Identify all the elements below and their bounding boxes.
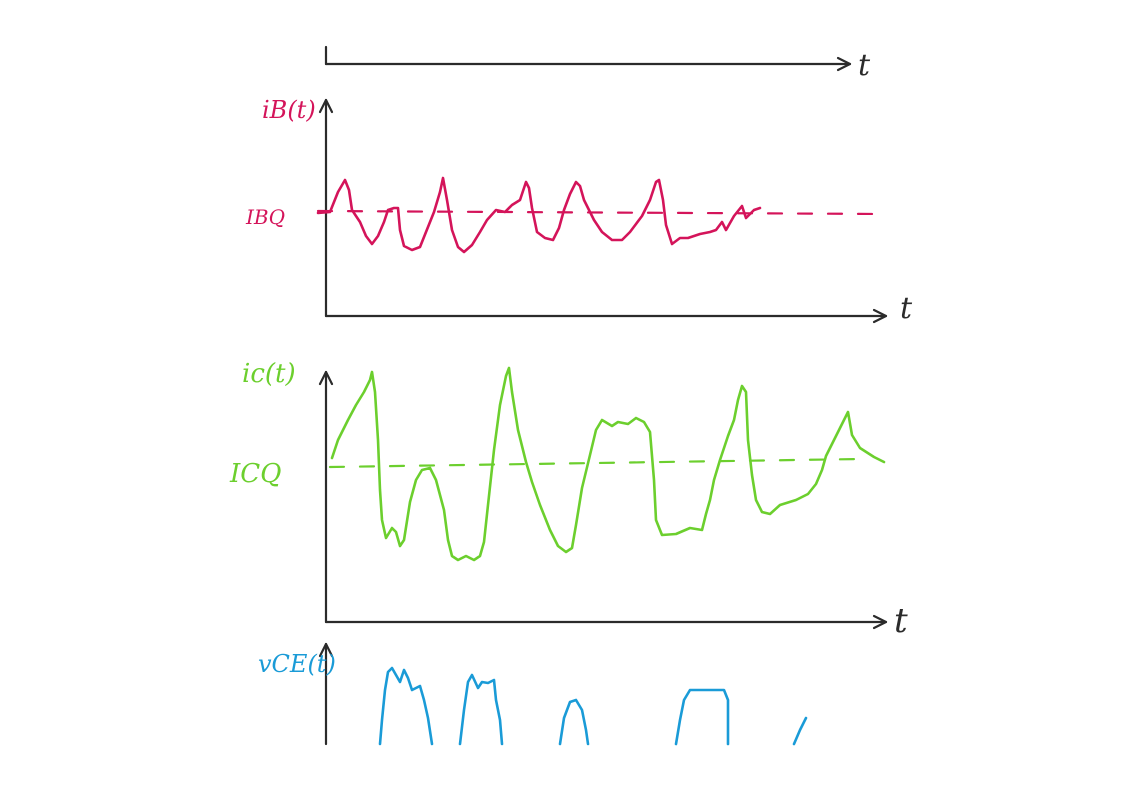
vce-waveform-segment-4 — [674, 688, 730, 746]
ic-axis-label: ic(t) — [242, 359, 296, 389]
panel-output-voltage: vCE(t) — [258, 642, 808, 746]
ic-waveform — [330, 366, 886, 562]
vce-waveform-segment-5 — [792, 716, 808, 746]
vce-axis-label: vCE(t) — [258, 650, 336, 678]
top-time-axis: t — [324, 45, 871, 83]
ib-time-label: t — [900, 291, 913, 326]
top-time-axis-label: t — [858, 48, 871, 83]
panel-base-current: iB(t) IBQ t — [245, 96, 913, 326]
icq-dashed-line — [328, 457, 864, 469]
vce-waveform-segment-2 — [458, 673, 504, 746]
ib-axis-label: iB(t) — [262, 96, 316, 124]
ibq-dashed-line — [316, 209, 886, 216]
ibq-label: IBQ — [245, 205, 285, 229]
panel-collector-current: ic(t) ICQ t — [229, 359, 908, 641]
vce-waveform-segment-3 — [558, 698, 590, 746]
ic-time-label: t — [894, 601, 908, 641]
vce-waveform-segment-1 — [378, 666, 434, 746]
ib-waveform — [316, 176, 762, 254]
icq-label: ICQ — [229, 459, 281, 489]
